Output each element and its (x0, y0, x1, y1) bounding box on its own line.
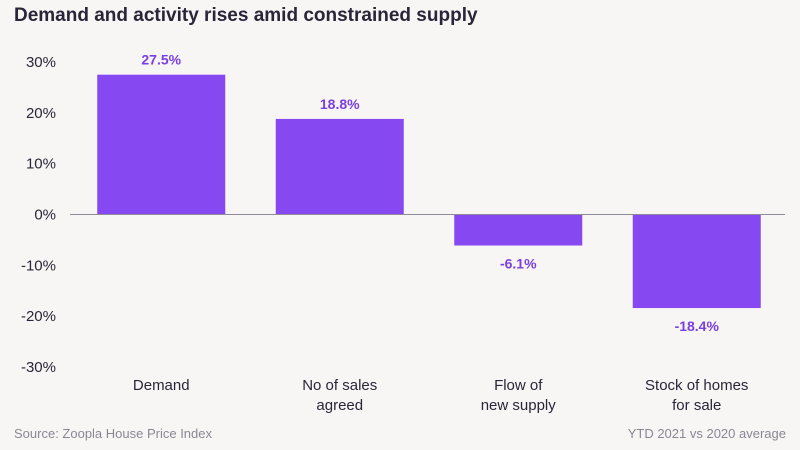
y-tick-label: 20% (26, 105, 56, 122)
source-note: Source: Zoopla House Price Index (14, 426, 212, 441)
x-category-label: No of sales (302, 377, 377, 394)
y-tick-label: 0% (34, 207, 56, 224)
x-category-label: new supply (481, 397, 557, 414)
period-note: YTD 2021 vs 2020 average (627, 426, 786, 441)
bar-value-label: -18.4% (675, 318, 720, 334)
x-category-label: Flow of (494, 377, 543, 394)
bar (97, 74, 226, 215)
chart-title: Demand and activity rises amid constrain… (14, 5, 478, 26)
bar (454, 214, 583, 246)
y-tick-label: -20% (21, 308, 56, 325)
bar-value-label: -6.1% (500, 256, 537, 272)
y-tick-label: -30% (21, 359, 56, 376)
x-category-label: Stock of homes (645, 377, 748, 394)
y-tick-label: -10% (21, 257, 56, 274)
bar (632, 214, 761, 309)
x-category-label: for sale (672, 397, 721, 414)
bar-value-label: 27.5% (141, 52, 181, 68)
y-tick-label: 30% (26, 54, 56, 71)
x-category-label: agreed (316, 397, 363, 414)
x-category-label: Demand (133, 377, 190, 394)
bar-value-label: 18.8% (320, 96, 360, 112)
y-tick-label: 10% (26, 156, 56, 173)
bar (275, 118, 404, 215)
